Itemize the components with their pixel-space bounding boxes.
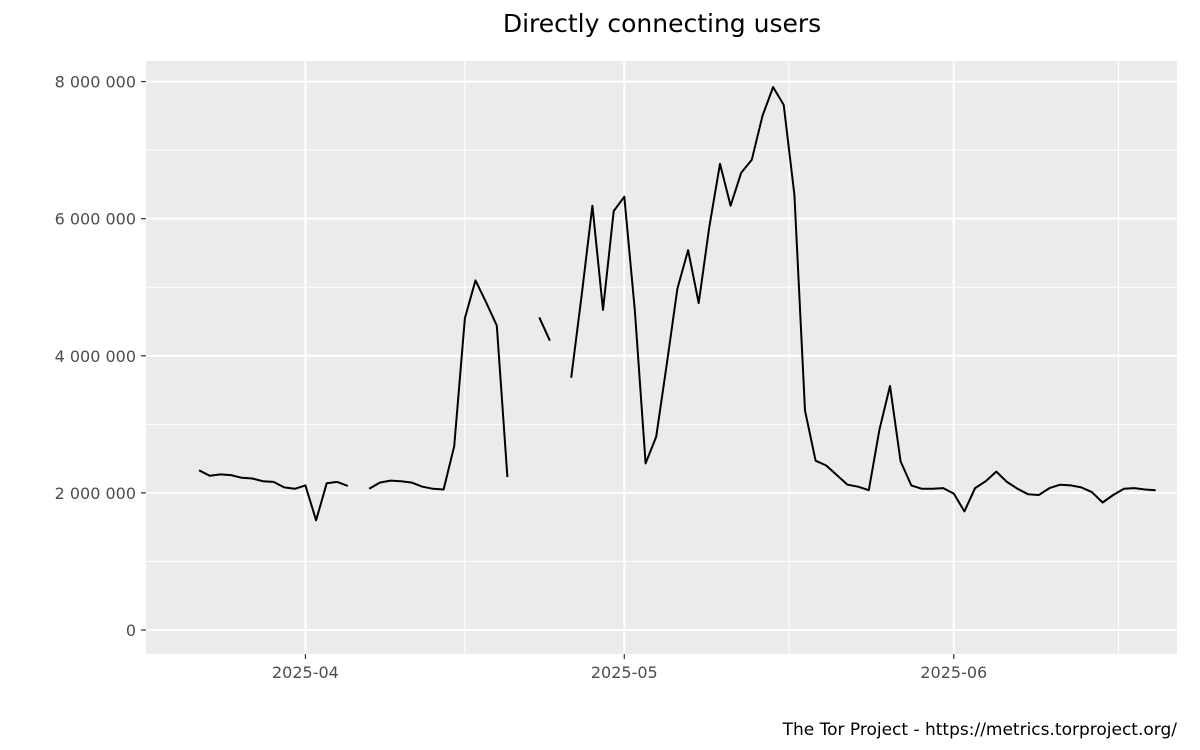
y-tick-label: 0 bbox=[126, 621, 136, 640]
x-tick-label: 2025-05 bbox=[591, 663, 658, 682]
chart-title: Directly connecting users bbox=[503, 9, 821, 38]
minor-gridlines bbox=[146, 61, 1177, 654]
x-tick-label: 2025-04 bbox=[272, 663, 339, 682]
series-line-segment bbox=[570, 86, 1156, 513]
series-line-segment bbox=[368, 279, 509, 491]
plot-panel bbox=[146, 61, 1177, 654]
y-axis: 0 2 000 000 4 000 000 6 000 000 8 000 000 bbox=[55, 73, 146, 640]
chart-caption: The Tor Project - https://metrics.torpro… bbox=[782, 720, 1178, 740]
series-line-segment bbox=[198, 469, 349, 522]
x-axis: 2025-04 2025-05 2025-06 bbox=[272, 654, 987, 682]
x-tick-label: 2025-06 bbox=[920, 663, 987, 682]
series-layer bbox=[198, 86, 1156, 522]
y-tick-label: 8 000 000 bbox=[55, 73, 136, 92]
y-tick-label: 6 000 000 bbox=[55, 210, 136, 229]
y-tick-label: 2 000 000 bbox=[55, 484, 136, 503]
major-gridlines bbox=[146, 61, 1177, 654]
y-tick-label: 4 000 000 bbox=[55, 347, 136, 366]
series-line-segment bbox=[538, 316, 551, 342]
